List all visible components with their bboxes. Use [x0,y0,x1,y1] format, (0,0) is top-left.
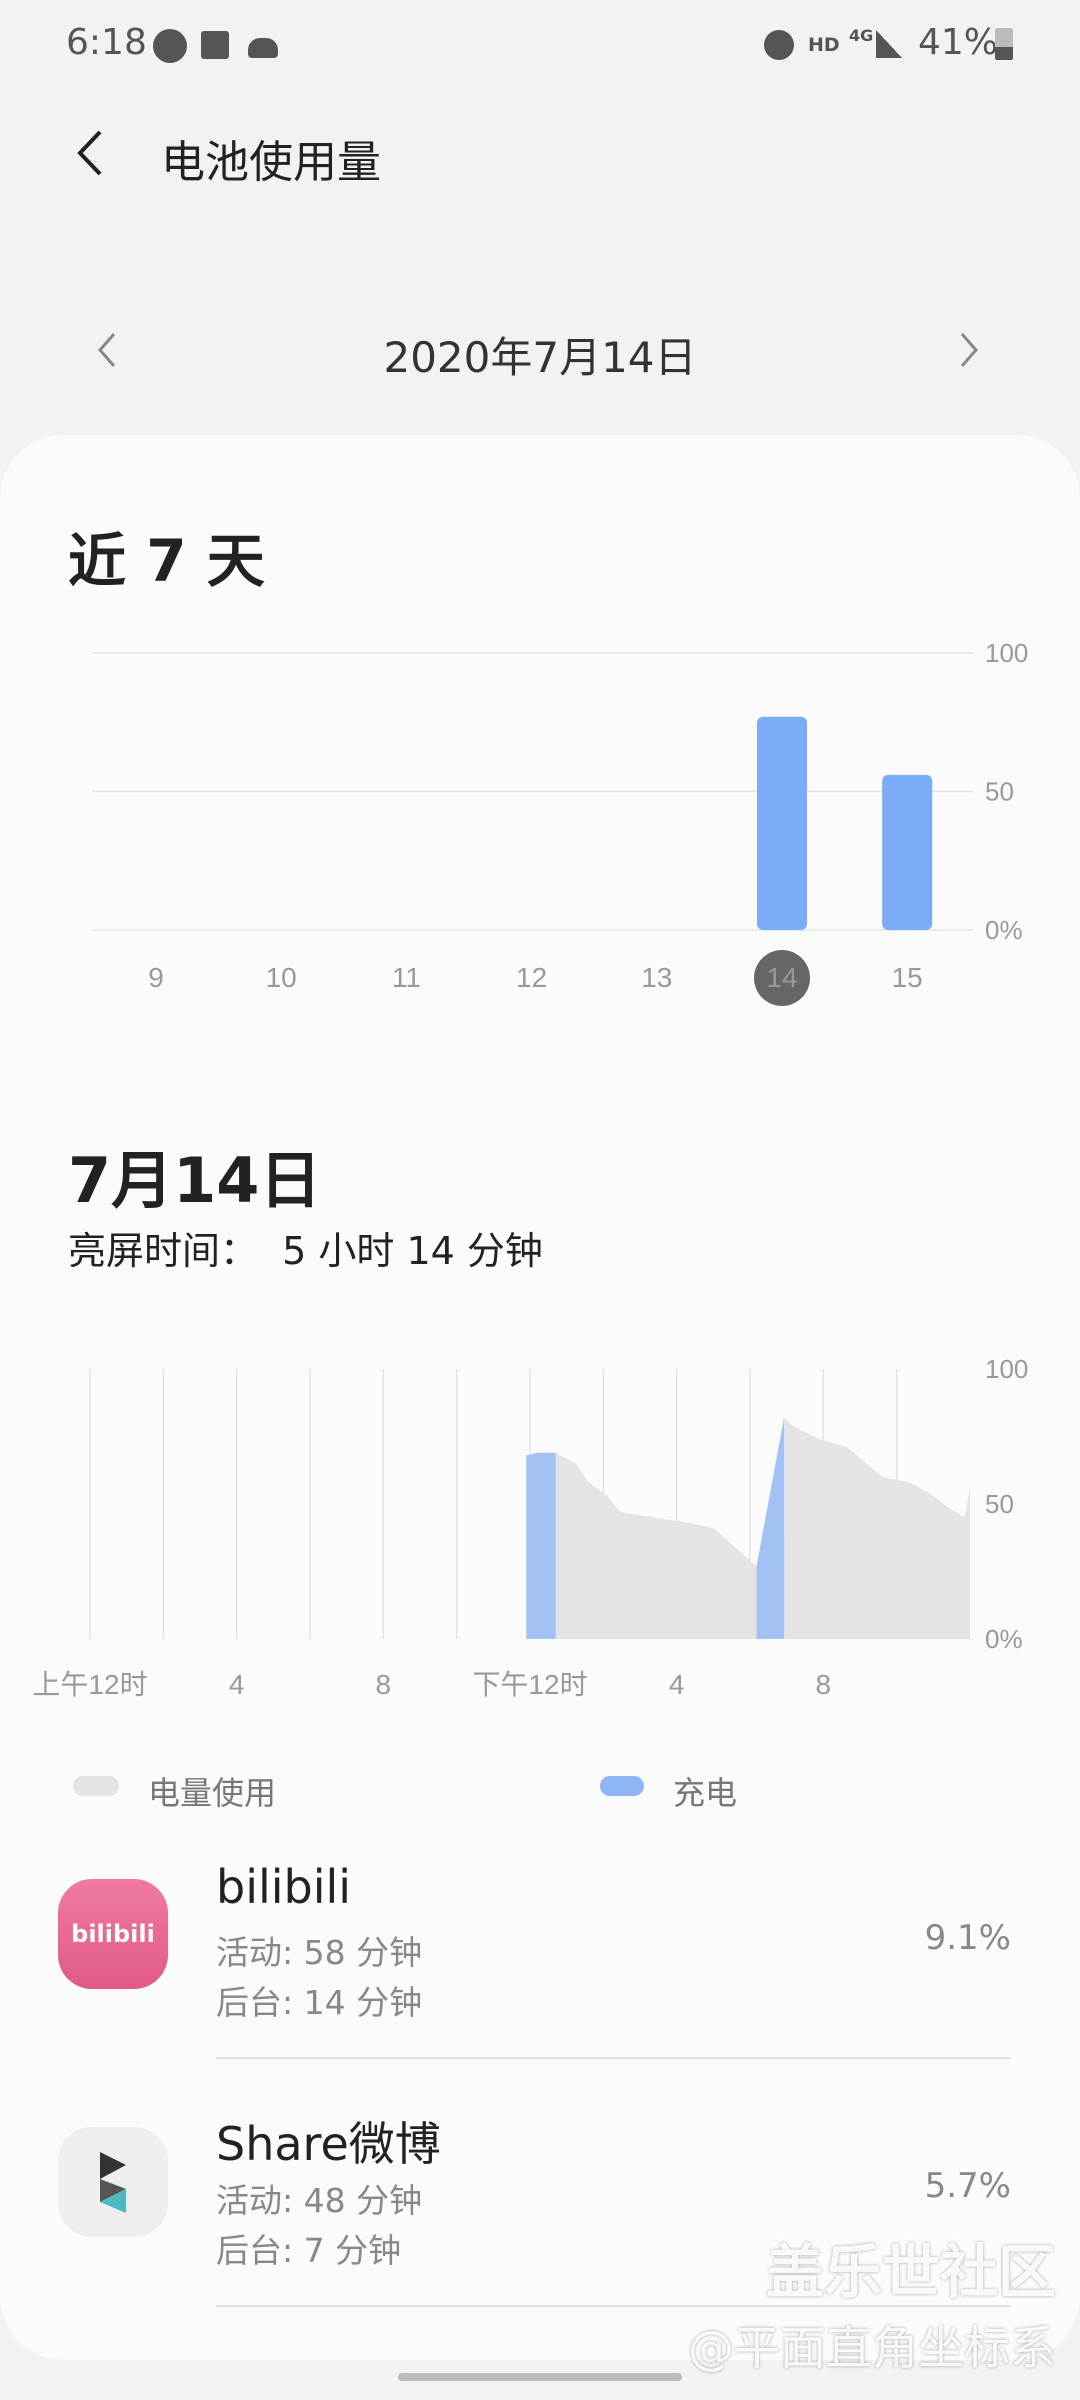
back-arrow-icon [77,130,102,176]
signal-icon [876,30,902,58]
back-button[interactable] [70,128,114,178]
y-tick-label: 50 [985,1489,1014,1519]
4g-icon: 4G [849,26,874,45]
divider [216,2305,1011,2307]
daily-title: 7月14日 [68,1144,322,1217]
app-usage-percent: 5.7% [924,2166,1011,2206]
x-tick-label: 8 [376,1669,392,1700]
battery-icon [995,28,1013,60]
app-active-time: 活动: 48 分钟 [216,2181,423,2220]
x-tick-label: 8 [816,1669,832,1700]
daily-battery-chart: 100 50 0% 上午12时 4 8 下午12时 4 8 [32,1354,1028,1700]
watermark-line2: @平面直角坐标系 [688,2321,1056,2375]
x-tick-label: 下午12时 [472,1669,587,1700]
share-weibo-app-icon [58,2127,168,2237]
legend-charge-swatch [600,1776,644,1796]
y-tick-label: 100 [985,1354,1028,1384]
status-time: 6:18 [66,22,147,63]
x-tick-label: 9 [148,962,164,993]
app-usage-percent: 9.1% [924,1918,1011,1958]
app-background-time: 后台: 7 分钟 [216,2231,402,2270]
legend-usage-label: 电量使用 [148,1774,277,1812]
y-tick-label: 0% [985,915,1023,945]
app-name: bilibili [216,1860,352,1914]
weekly-title: 近 7 天 [68,527,265,595]
legend-charge-label: 充电 [673,1774,738,1812]
alarm-icon [764,30,794,60]
x-tick-label: 15 [892,962,923,993]
screen-time: 亮屏时间： 5 小时 14 分钟 [68,1229,543,1273]
charging-area-1 [526,1452,556,1639]
prev-date-button[interactable] [96,330,120,374]
hd-icon: HD [808,34,840,56]
weekly-bar-chart: 100 50 0% 9 10 11 12 13 14 15 [92,638,1028,1006]
app-active-time: 活动: 58 分钟 [216,1933,423,1972]
bilibili-app-icon: bilibili [58,1879,168,1989]
charging-area-2 [756,1417,785,1639]
gallery-icon [201,31,229,59]
usage-area [555,1417,970,1639]
watermark-line1: 盖乐世社区 [765,2238,1056,2306]
divider [216,2057,1011,2059]
bar-15 [882,774,933,930]
chevron-right-icon [960,333,978,367]
app-circle-icon [153,29,187,63]
x-tick-label: 4 [229,1669,245,1700]
x-tick-label: 13 [641,962,672,993]
y-tick-label: 0% [985,1624,1023,1654]
battery-percent: 41% [918,22,999,63]
app-name: Share微博 [216,2117,441,2171]
x-tick-label: 上午12时 [32,1669,147,1700]
current-date: 2020年7月14日 [383,333,697,382]
page-title: 电池使用量 [161,137,381,188]
bar-14 [757,716,807,930]
usage-card [0,435,1080,2360]
y-tick-label: 100 [985,638,1028,668]
next-date-button[interactable] [956,330,980,374]
x-tick-label: 12 [516,962,547,993]
x-tick-label: 10 [266,962,297,993]
selected-day-marker [754,950,810,1006]
app-background-time: 后台: 14 分钟 [216,1983,423,2022]
x-tick-label: 11 [392,962,421,993]
home-indicator[interactable] [398,2373,682,2381]
y-tick-label: 50 [985,777,1014,807]
x-tick-label: 4 [669,1669,685,1700]
legend-usage-swatch [73,1776,119,1796]
x-tick-label: 14 [766,962,797,993]
share-s-logo-icon [100,2152,126,2213]
chevron-left-icon [98,333,116,367]
weather-icon [248,38,278,58]
